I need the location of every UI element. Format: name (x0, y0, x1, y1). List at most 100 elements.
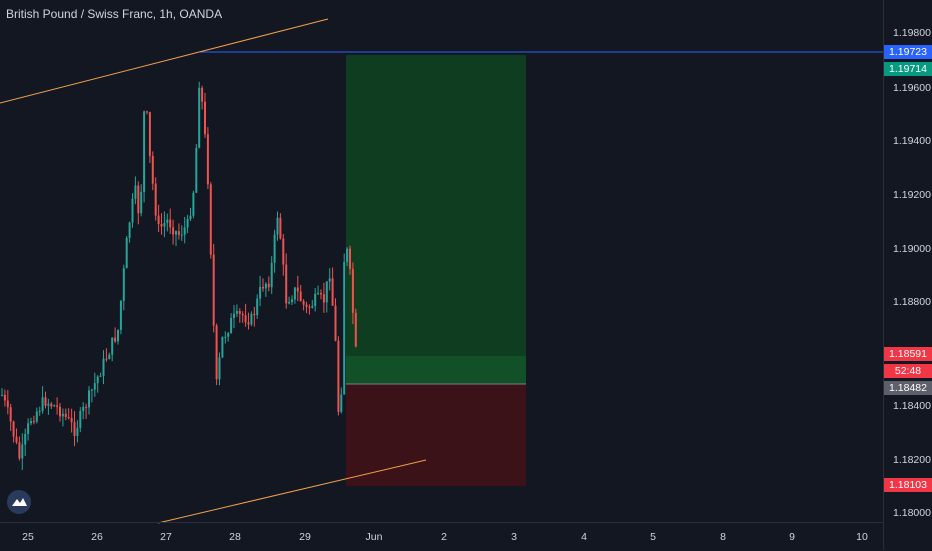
bar-countdown-label: 52:48 (884, 364, 932, 378)
candle-body (302, 300, 305, 305)
time-tick: 26 (91, 531, 103, 543)
candle-body (320, 293, 322, 295)
candle-body (169, 219, 172, 228)
candle-body (325, 281, 328, 303)
time-tick: 28 (229, 531, 241, 543)
time-tick: 10 (856, 531, 868, 543)
upper-trendline[interactable] (0, 18, 329, 104)
candle-body (79, 410, 82, 428)
symbol-title[interactable]: British Pound / Swiss Franc, 1h, OANDA (6, 7, 223, 21)
candle-body (343, 262, 346, 395)
candle-body (212, 254, 215, 326)
candle-body (244, 315, 247, 323)
candle-body (276, 217, 279, 235)
time-tick: 29 (299, 531, 311, 543)
time-axis[interactable] (0, 522, 883, 551)
candle-body (111, 337, 114, 355)
candle-body (27, 423, 30, 434)
candle-body (163, 223, 166, 227)
price-tick: 1.18800 (893, 296, 931, 308)
price-tick: 1.19400 (893, 135, 931, 147)
price-tick: 1.18200 (893, 454, 931, 466)
profit-zone[interactable] (346, 55, 526, 384)
candle-body (148, 112, 151, 156)
candle-body (264, 283, 267, 289)
candle-body (134, 185, 137, 199)
candle-body (24, 433, 27, 445)
candle-body (67, 417, 70, 419)
candle-body (247, 322, 250, 325)
candle-body (143, 111, 146, 192)
candle-body (137, 185, 140, 214)
candle-body (12, 421, 15, 437)
price-axis[interactable] (883, 0, 932, 550)
candle-body (64, 413, 67, 418)
candle-body (99, 375, 102, 377)
candle-body (293, 287, 296, 300)
candle-body (105, 358, 108, 360)
candle-body (314, 293, 317, 306)
candle-body (82, 406, 85, 411)
candle-body (218, 357, 221, 380)
candle-body (349, 248, 351, 269)
candle-body (32, 421, 35, 423)
candle-body (1, 394, 3, 396)
candle-body (334, 305, 337, 341)
candle-body (154, 183, 157, 216)
candlestick-series (1, 81, 357, 471)
target-price-label: 1.19714 (884, 62, 932, 76)
candle-body (354, 312, 357, 347)
tradingview-logo-icon[interactable] (7, 490, 31, 514)
price-tick: 1.18000 (893, 507, 931, 519)
candle-body (125, 237, 128, 269)
candle-body (102, 358, 105, 376)
candle-body (224, 336, 227, 338)
candle-body (108, 354, 111, 360)
candle-body (262, 286, 264, 289)
candle-body (288, 301, 291, 304)
candle-body (157, 215, 160, 225)
candle-body (128, 222, 131, 238)
candle-body (238, 310, 241, 314)
candle-body (198, 87, 201, 148)
last-price-label: 1.18591 (884, 347, 932, 361)
candle-body (270, 262, 273, 288)
candle-body (96, 376, 99, 384)
lower-trendline[interactable] (157, 459, 427, 524)
candle-body (53, 405, 56, 407)
price-tick: 1.19000 (893, 243, 931, 255)
candle-body (180, 234, 183, 236)
price-tick: 1.19600 (893, 82, 931, 94)
candle-body (215, 325, 218, 380)
candle-body (282, 238, 285, 265)
candle-body (195, 147, 198, 193)
loss-zone[interactable] (346, 384, 526, 486)
candle-body (299, 291, 302, 301)
time-tick: 27 (160, 531, 172, 543)
candle-body (15, 436, 18, 443)
candle-body (30, 421, 32, 424)
candle-body (241, 313, 244, 316)
candle-body (235, 310, 238, 314)
candle-body (122, 268, 125, 301)
price-tick: 1.19800 (893, 27, 931, 39)
candle-body (209, 184, 212, 255)
candle-body (340, 394, 343, 412)
candle-body (18, 442, 21, 459)
candle-body (119, 300, 122, 330)
stop-price-label: 1.18103 (884, 478, 932, 492)
time-tick: 5 (650, 531, 656, 543)
candle-body (337, 340, 340, 412)
candle-body (305, 304, 308, 307)
time-tick: 4 (581, 531, 587, 543)
candle-body (189, 215, 192, 220)
candle-body (322, 294, 325, 303)
time-tick: 8 (720, 531, 726, 543)
candle-body (47, 403, 50, 406)
time-tick: Jun (365, 531, 383, 543)
candle-body (76, 427, 79, 436)
candle-body (140, 191, 143, 214)
candle-body (233, 313, 235, 318)
candle-body (267, 283, 270, 288)
